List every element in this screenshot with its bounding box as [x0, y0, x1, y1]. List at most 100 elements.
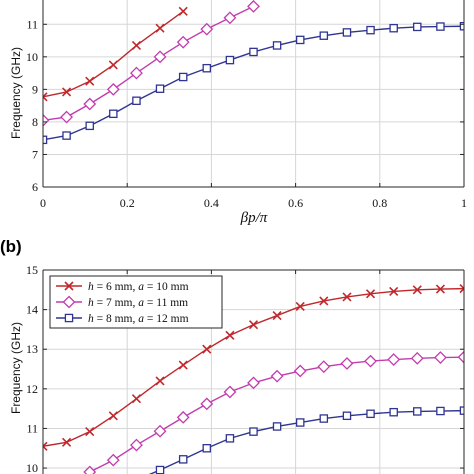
- data-point-b-0-10: [272, 310, 282, 321]
- data-point-a-1-9: [247, 0, 260, 13]
- x-tick-label-a-4: 0.8: [372, 196, 387, 210]
- data-point-b-1-9: [293, 364, 307, 378]
- data-point-b-0-13: [342, 292, 352, 302]
- data-point-a-1-2: [83, 97, 97, 111]
- chart-panel-a: 6 7 8 9 10 11 0 0.2 0.4 0.6 0.8 1 Frequency (GHz) β…: [9, 0, 467, 226]
- data-point-a-2-10: [272, 41, 282, 50]
- data-point-a-0-0: [43, 92, 48, 102]
- data-point-b-1-16: [457, 350, 464, 364]
- x-tick-label-a-0: 0: [40, 196, 46, 210]
- legend-marker-0: [64, 281, 74, 291]
- y-tick-label-b-1: 11: [26, 421, 38, 435]
- legend: h = 6 mm, a = 10 mm h = 7 mm, a = 11 mm h …: [49, 275, 223, 329]
- data-point-b-0-5: [155, 376, 165, 386]
- data-point-b-1-15: [434, 351, 447, 364]
- series-line-a-1: [43, 5, 254, 121]
- data-point-a-0-5: [155, 23, 165, 33]
- data-point-b-2-1: [155, 465, 165, 474]
- data-point-a-2-16: [413, 22, 422, 32]
- data-point-b-2-2: [178, 455, 188, 464]
- data-point-b-1-0: [83, 465, 97, 474]
- data-point-a-1-6: [176, 35, 190, 49]
- legend-label-1: h = 7 mm, a = 11 mm: [88, 297, 188, 309]
- data-point-a-2-7: [202, 63, 212, 73]
- y-tick-label-a-4: 10: [26, 50, 38, 64]
- x-tick-label-a-5: 1: [461, 196, 467, 210]
- data-point-b-1-10: [317, 360, 331, 374]
- data-point-b-0-6: [178, 360, 188, 370]
- chart-panel-b: 10 11 12 13 14 15 Frequency (GHz) h = 6 mm, a…: [9, 263, 465, 474]
- data-point-b-0-3: [108, 411, 118, 421]
- data-point-b-0-2: [85, 427, 95, 437]
- data-point-a-2-13: [342, 28, 352, 37]
- data-point-a-1-1: [60, 110, 73, 124]
- legend-label-2: h = 8 mm, a = 12 mm: [88, 313, 189, 325]
- data-point-b-2-7: [295, 418, 305, 427]
- y-tick-label-a-0: 6: [32, 180, 38, 194]
- data-point-b-1-5: [200, 397, 214, 411]
- y-tick-label-a-1: 7: [32, 147, 38, 161]
- data-point-a-2-11: [295, 35, 305, 45]
- data-point-a-2-1: [62, 131, 71, 140]
- legend-marker-2: [64, 313, 74, 323]
- data-point-b-0-15: [389, 286, 399, 296]
- data-point-b-0-17: [435, 284, 445, 294]
- data-point-a-0-3: [108, 60, 118, 70]
- y-tick-label-a-3: 9: [32, 82, 38, 96]
- data-point-b-0-1: [62, 437, 72, 447]
- y-tick-label-a-5: 11: [26, 17, 38, 31]
- data-point-b-2-8: [319, 414, 329, 423]
- data-point-a-0-6: [178, 6, 188, 16]
- x-tick-label-a-2: 0.4: [204, 196, 219, 210]
- data-point-b-2-10: [366, 409, 375, 419]
- data-point-a-1-8: [223, 11, 237, 25]
- data-point-b-0-4: [131, 394, 142, 404]
- x-tick-label-a-1: 0.2: [120, 196, 135, 210]
- data-point-a-2-15: [389, 23, 398, 33]
- data-point-a-2-17: [436, 22, 445, 31]
- data-point-a-0-2: [85, 76, 95, 86]
- y-tick-label-b-3: 13: [26, 342, 38, 356]
- data-point-a-2-6: [178, 72, 188, 82]
- y-axis-label-b: Frequency (GHz): [9, 322, 23, 414]
- data-point-a-2-8: [225, 55, 235, 65]
- data-point-b-1-3: [153, 424, 167, 438]
- panel-b-letter: (b): [0, 237, 22, 256]
- data-point-b-0-7: [202, 344, 212, 354]
- y-tick-label-b-4: 14: [26, 303, 38, 317]
- data-point-b-1-4: [176, 410, 190, 424]
- data-point-b-2-6: [272, 422, 282, 431]
- data-point-a-0-1: [62, 87, 72, 97]
- data-point-b-2-11: [389, 407, 398, 417]
- y-tick-label-a-2: 8: [32, 115, 38, 129]
- data-point-b-1-12: [364, 354, 377, 368]
- data-point-b-1-1: [106, 453, 120, 467]
- data-point-a-1-3: [106, 82, 120, 96]
- y-tick-label-b-0: 10: [26, 461, 38, 474]
- y-axis-label-a: Frequency (GHz): [9, 47, 23, 139]
- data-point-a-1-4: [130, 66, 143, 80]
- data-point-b-1-7: [247, 376, 260, 390]
- data-point-b-1-8: [270, 369, 284, 383]
- data-point-b-0-14: [365, 289, 376, 299]
- data-point-a-2-14: [366, 25, 375, 35]
- data-point-b-0-8: [225, 330, 235, 340]
- data-point-b-2-12: [413, 407, 422, 416]
- x-axis-label-a: βp/π: [240, 210, 268, 226]
- data-point-a-2-3: [109, 109, 118, 119]
- data-point-a-2-5: [155, 84, 165, 93]
- data-point-a-2-4: [132, 96, 141, 106]
- y-tick-label-b-5: 15: [26, 263, 38, 277]
- data-point-b-0-12: [319, 296, 329, 306]
- data-point-b-1-13: [387, 353, 401, 366]
- data-point-b-1-14: [410, 351, 424, 365]
- data-point-a-0-4: [131, 40, 142, 51]
- legend-marker-1: [62, 295, 76, 309]
- data-point-b-0-16: [412, 285, 422, 295]
- data-point-a-2-9: [249, 47, 258, 57]
- legend-label-0: h = 6 mm, a = 10 mm: [88, 281, 189, 293]
- data-point-b-0-18: [459, 284, 464, 294]
- data-point-a-1-5: [153, 50, 167, 64]
- data-point-b-2-9: [342, 411, 352, 421]
